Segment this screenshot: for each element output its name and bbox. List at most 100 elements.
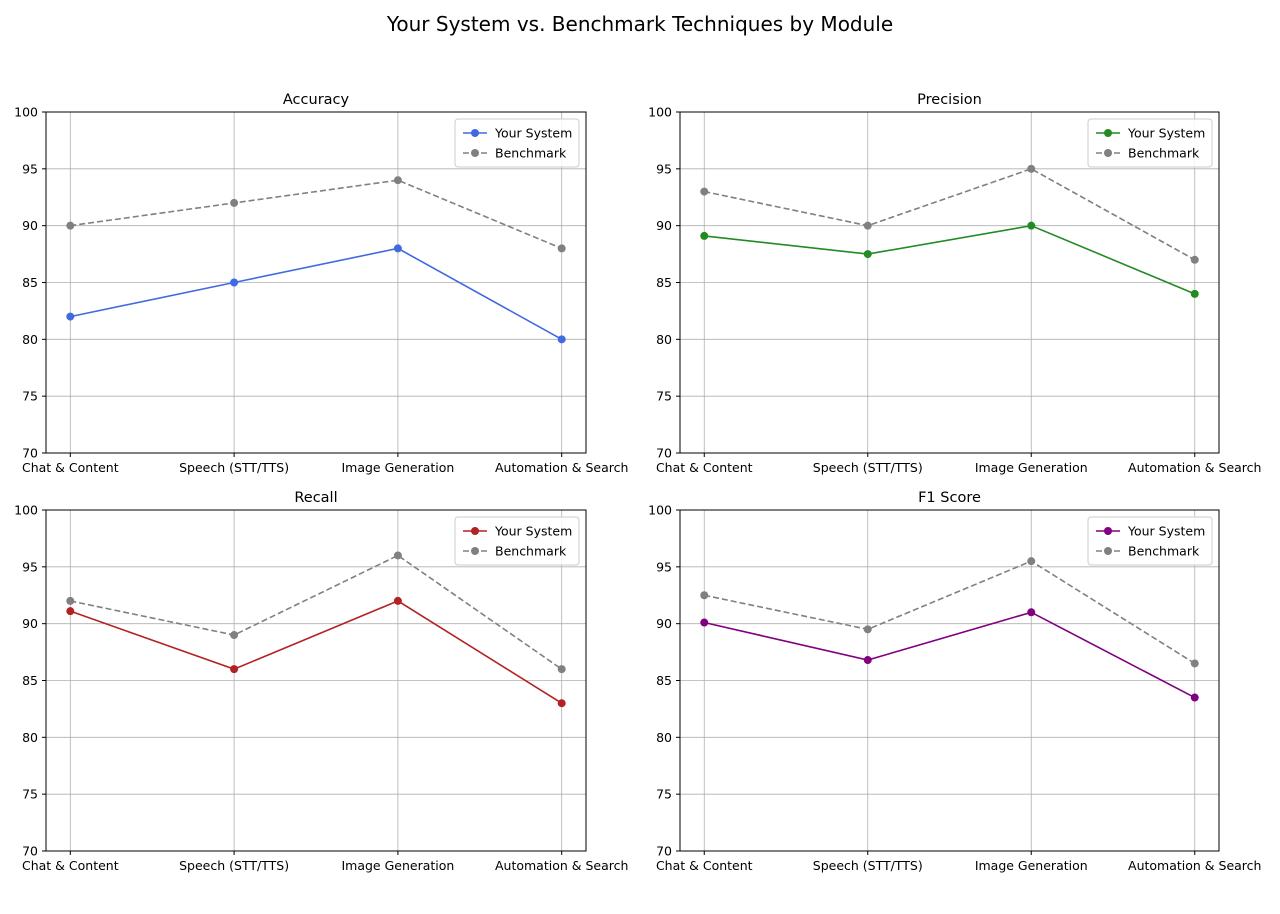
series-line-your-system	[704, 611, 1196, 699]
subplot-title: Recall	[294, 490, 337, 506]
data-point-benchmark	[700, 187, 709, 196]
y-tick-label: 75	[22, 787, 38, 802]
legend-label: Your System	[494, 524, 572, 539]
series-line-your-system	[70, 600, 563, 704]
data-point-your-system	[700, 618, 709, 627]
legend-swatch-marker	[1104, 149, 1112, 157]
x-tick-label: Image Generation	[341, 460, 454, 475]
legend: Your System Benchmark	[454, 516, 580, 566]
x-tick-label: Automation & Search	[1128, 858, 1261, 873]
series-line-benchmark	[70, 554, 563, 670]
y-tick-label: 75	[656, 787, 672, 802]
y-tick-label: 100	[14, 105, 38, 120]
y-tick-label: 70	[656, 844, 672, 859]
y-tick-label: 80	[656, 730, 672, 745]
data-point-your-system	[863, 656, 872, 665]
data-point-your-system	[1190, 693, 1199, 702]
x-tick-label: Chat & Content	[22, 858, 119, 873]
data-point-benchmark	[557, 244, 566, 253]
subplot-4: F1 Score 70 75 80 85 90 95 100 Chat & Content Spe…	[648, 490, 1261, 873]
legend-box	[1087, 516, 1213, 566]
y-tick-label: 85	[22, 275, 38, 290]
data-point-your-system	[66, 607, 75, 616]
series-line-benchmark	[704, 560, 1196, 665]
x-tick-label: Automation & Search	[495, 858, 628, 873]
y-tick-label: 85	[656, 673, 672, 688]
data-point-your-system	[66, 312, 75, 321]
legend-label: Your System	[494, 126, 572, 141]
x-tick-label: Speech (STT/TTS)	[179, 858, 289, 873]
x-tick-label: Chat & Content	[656, 460, 753, 475]
legend-label: Benchmark	[495, 146, 567, 161]
subplot-1: Accuracy 70 75 80 85 90 95 100 Chat & Content Spe…	[14, 92, 628, 475]
legend-label: Benchmark	[1128, 544, 1200, 559]
figure-title: Your System vs. Benchmark Techniques by …	[386, 12, 894, 36]
data-point-benchmark	[863, 625, 872, 634]
legend-label: Benchmark	[495, 544, 567, 559]
data-point-benchmark	[700, 591, 709, 600]
legend-swatch-marker	[1104, 129, 1112, 137]
data-point-benchmark	[393, 551, 402, 560]
legend-swatch-marker	[471, 129, 479, 137]
data-point-your-system	[1190, 289, 1199, 298]
x-tick-label: Speech (STT/TTS)	[813, 460, 923, 475]
legend: Your System Benchmark	[1087, 118, 1213, 168]
y-tick-label: 95	[22, 161, 38, 176]
y-tick-label: 100	[14, 503, 38, 518]
legend-box	[1087, 118, 1213, 168]
y-tick-label: 75	[656, 389, 672, 404]
data-point-benchmark	[863, 221, 872, 230]
data-point-your-system	[700, 231, 709, 240]
y-tick-label: 80	[22, 730, 38, 745]
y-tick-label: 95	[656, 161, 672, 176]
y-tick-label: 90	[22, 218, 38, 233]
legend: Your System Benchmark	[1087, 516, 1213, 566]
subplot-title: F1 Score	[918, 490, 981, 506]
y-tick-label: 100	[648, 105, 672, 120]
series-line-benchmark	[70, 179, 563, 250]
data-point-your-system	[230, 278, 239, 287]
y-tick-label: 70	[22, 446, 38, 461]
subplot-3: Recall 70 75 80 85 90 95 100 Chat & Content Speec…	[14, 490, 628, 873]
data-point-benchmark	[230, 631, 239, 640]
y-tick-label: 75	[22, 389, 38, 404]
data-point-your-system	[393, 596, 402, 605]
legend: Your System Benchmark	[454, 118, 580, 168]
data-point-benchmark	[66, 221, 75, 230]
legend-swatch-marker	[471, 527, 479, 535]
subplot-2: Precision 70 75 80 85 90 95 100 Chat & Content Sp…	[648, 92, 1261, 475]
data-point-benchmark	[1027, 557, 1036, 566]
y-tick-label: 80	[22, 332, 38, 347]
legend-swatch-marker	[471, 149, 479, 157]
legend-label: Benchmark	[1128, 146, 1200, 161]
x-tick-label: Automation & Search	[1128, 460, 1261, 475]
y-tick-label: 90	[22, 616, 38, 631]
legend-box	[454, 516, 580, 566]
legend-swatch-marker	[1104, 527, 1112, 535]
data-point-your-system	[1027, 221, 1036, 230]
legend-label: Your System	[1127, 524, 1205, 539]
data-point-benchmark	[557, 665, 566, 674]
series-line-benchmark	[704, 167, 1196, 261]
data-point-your-system	[557, 699, 566, 708]
data-point-your-system	[230, 665, 239, 674]
data-point-benchmark	[1190, 255, 1199, 264]
y-tick-label: 90	[656, 218, 672, 233]
legend-label: Your System	[1127, 126, 1205, 141]
data-point-your-system	[393, 244, 402, 253]
legend-box	[454, 118, 580, 168]
y-tick-label: 85	[22, 673, 38, 688]
legend-swatch-marker	[1104, 547, 1112, 555]
x-tick-label: Image Generation	[975, 858, 1088, 873]
legend-swatch-marker	[471, 547, 479, 555]
x-tick-label: Speech (STT/TTS)	[813, 858, 923, 873]
subplot-title: Precision	[917, 92, 982, 108]
data-point-benchmark	[1190, 659, 1199, 668]
data-point-benchmark	[230, 198, 239, 207]
x-tick-label: Speech (STT/TTS)	[179, 460, 289, 475]
y-tick-label: 90	[656, 616, 672, 631]
x-tick-label: Automation & Search	[495, 460, 628, 475]
data-point-benchmark	[66, 596, 75, 605]
subplot-title: Accuracy	[283, 92, 350, 108]
